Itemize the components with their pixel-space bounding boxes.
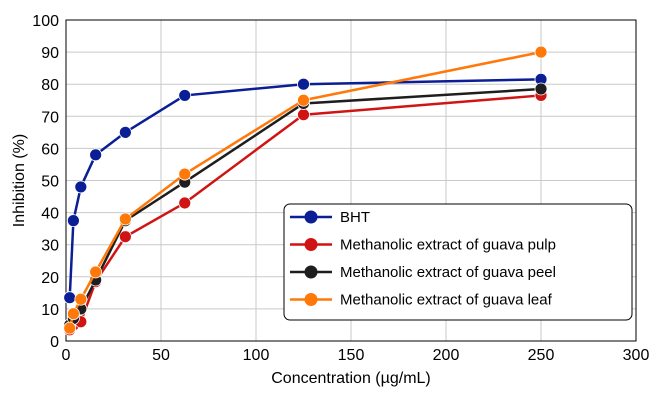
y-tick-label: 100 xyxy=(32,13,59,30)
legend-entry: Methanolic extract of guava leaf xyxy=(290,292,553,309)
data-point xyxy=(534,45,548,59)
data-point xyxy=(67,214,80,228)
axis-ticks: 0 10 20 30 40 50 60 70 80 90 100 0 50 100 150 200 250 300 xyxy=(32,13,649,364)
x-tick-label: 0 xyxy=(62,347,71,364)
y-tick-label: 80 xyxy=(41,77,59,94)
data-point xyxy=(178,89,192,102)
x-tick-label: 150 xyxy=(338,347,365,364)
legend-marker xyxy=(304,210,318,224)
y-tick-label: 60 xyxy=(41,141,59,158)
legend-label: Methanolic extract of guava pulp xyxy=(340,237,556,254)
series-4 xyxy=(63,45,548,335)
y-tick-label: 40 xyxy=(41,206,59,223)
data-point xyxy=(534,82,548,96)
data-point xyxy=(118,212,132,226)
data-point xyxy=(297,93,310,107)
y-axis-title: Inhibition (%) xyxy=(11,134,28,227)
y-tick-label: 20 xyxy=(41,270,59,287)
data-point xyxy=(67,307,80,321)
plot-area xyxy=(65,19,637,342)
y-tick-label: 10 xyxy=(41,302,59,319)
data-point xyxy=(63,291,77,305)
data-point xyxy=(297,77,310,91)
legend-label: Methanolic extract of guava peel xyxy=(340,264,556,281)
x-tick-label: 200 xyxy=(433,347,460,364)
data-point xyxy=(178,196,192,210)
series-1 xyxy=(63,72,548,305)
legend-label: Methanolic extract of guava leaf xyxy=(340,292,553,309)
y-tick-label: 30 xyxy=(41,238,59,255)
x-tick-label: 100 xyxy=(243,347,270,364)
data-point xyxy=(118,230,132,244)
legend: BHT Methanolic extract of guava pulp Metha… xyxy=(283,203,633,321)
y-tick-label: 70 xyxy=(41,109,59,126)
data-point xyxy=(74,292,88,306)
legend-entry: Methanolic extract of guava pulp xyxy=(290,237,556,254)
x-tick-label: 300 xyxy=(623,347,650,364)
y-tick-label: 90 xyxy=(41,45,59,62)
legend-entry: BHT xyxy=(290,209,370,226)
y-tick-label: 50 xyxy=(41,174,59,191)
legend-entry: Methanolic extract of guava peel xyxy=(290,264,556,281)
data-point xyxy=(63,321,77,335)
data-point xyxy=(178,167,192,181)
x-axis-title: Concentration (µg/mL) xyxy=(271,370,431,387)
legend-marker xyxy=(304,293,318,306)
data-point xyxy=(89,265,103,279)
data-series xyxy=(63,45,548,337)
data-point xyxy=(297,108,310,122)
x-tick-label: 250 xyxy=(528,347,555,364)
legend-marker xyxy=(304,265,318,279)
y-tick-label: 0 xyxy=(50,334,59,351)
legend-label: BHT xyxy=(340,209,370,226)
data-point xyxy=(89,148,103,162)
x-tick-label: 50 xyxy=(152,347,170,364)
data-point xyxy=(118,125,132,139)
legend-box xyxy=(283,203,633,321)
legend-entries: BHT Methanolic extract of guava pulp Metha… xyxy=(290,209,556,309)
data-point xyxy=(74,180,88,194)
legend-marker xyxy=(304,238,318,251)
